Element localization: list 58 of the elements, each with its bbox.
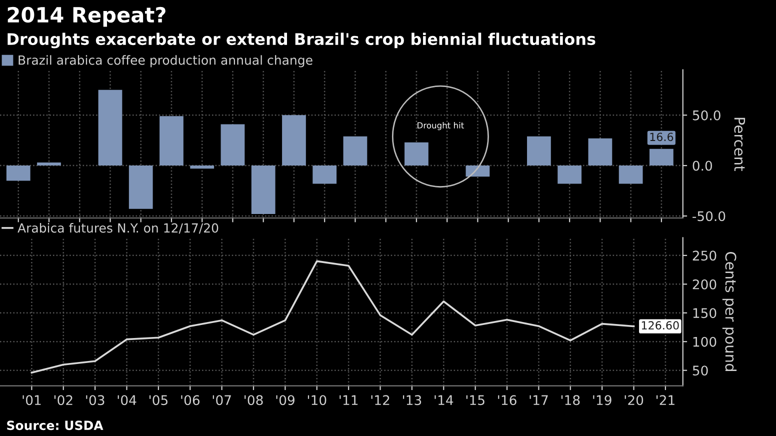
- legend-label: Brazil arabica coffee production annual change: [18, 55, 312, 68]
- chart-title: 2014 Repeat?: [8, 6, 166, 27]
- y-tick-label: 250: [692, 250, 716, 261]
- bar: [527, 136, 551, 166]
- x-tick-label: '04: [118, 395, 136, 406]
- data-label: 16.6: [650, 132, 674, 142]
- bar: [37, 162, 61, 166]
- x-tick-label: '03: [86, 395, 104, 406]
- bar: [128, 166, 153, 209]
- bar: [220, 124, 245, 166]
- bar: [650, 148, 674, 166]
- legend-label: Arabica futures N.Y. on 12/17/20: [18, 223, 218, 234]
- x-tick-label: '21: [656, 395, 674, 405]
- x-tick-label: '15: [466, 395, 484, 406]
- y-axis-title: Percent: [734, 118, 746, 171]
- x-tick-label: '09: [276, 395, 294, 406]
- annotation: Drought hit: [418, 122, 464, 130]
- x-tick-label: '01: [22, 395, 41, 406]
- x-tick-label: '10: [308, 395, 326, 406]
- x-tick-label: '19: [593, 395, 612, 406]
- data-label: 126.60: [642, 321, 679, 330]
- y-axis-title: Cents per pound: [722, 252, 737, 371]
- x-tick-label: '07: [212, 395, 231, 406]
- bar: [6, 166, 30, 181]
- bar: [251, 166, 276, 214]
- bar: [588, 138, 612, 166]
- y-tick-label: 0.0: [692, 160, 712, 171]
- x-tick-label: '02: [54, 395, 72, 406]
- chart-subtitle: Droughts exacerbate or extend Brazil's crop biennial fluctuations: [8, 32, 596, 48]
- x-tick-label: '14: [434, 395, 454, 405]
- bar: [98, 90, 122, 166]
- y-tick-label: 200: [692, 279, 716, 290]
- bar: [160, 116, 184, 166]
- bar: [558, 166, 582, 184]
- line-series: [30, 260, 635, 374]
- y-tick-label: 50: [692, 366, 708, 376]
- bar: [618, 166, 643, 184]
- bar: [466, 166, 490, 177]
- x-tick-label: '20: [624, 395, 644, 406]
- bar: [282, 115, 306, 166]
- x-tick-label: '08: [244, 395, 263, 406]
- bar: [312, 166, 337, 184]
- x-tick-label: '17: [530, 395, 548, 405]
- x-tick-label: '11: [340, 395, 358, 405]
- x-tick-label: '05: [150, 395, 168, 406]
- bar: [343, 136, 368, 166]
- y-tick-label: 150: [693, 308, 716, 318]
- bar: [404, 142, 428, 166]
- source-note: Source: USDA: [7, 420, 104, 430]
- y-tick-label: 50.0: [692, 110, 720, 120]
- x-tick-label: '13: [403, 395, 422, 406]
- x-tick-label: '06: [181, 395, 200, 406]
- x-tick-label: '18: [561, 395, 580, 406]
- y-tick-label: -50.0: [692, 211, 726, 222]
- bar: [190, 166, 214, 169]
- x-tick-label: '16: [498, 395, 516, 406]
- y-tick-label: 100: [693, 336, 716, 347]
- x-tick-label: '12: [371, 395, 390, 405]
